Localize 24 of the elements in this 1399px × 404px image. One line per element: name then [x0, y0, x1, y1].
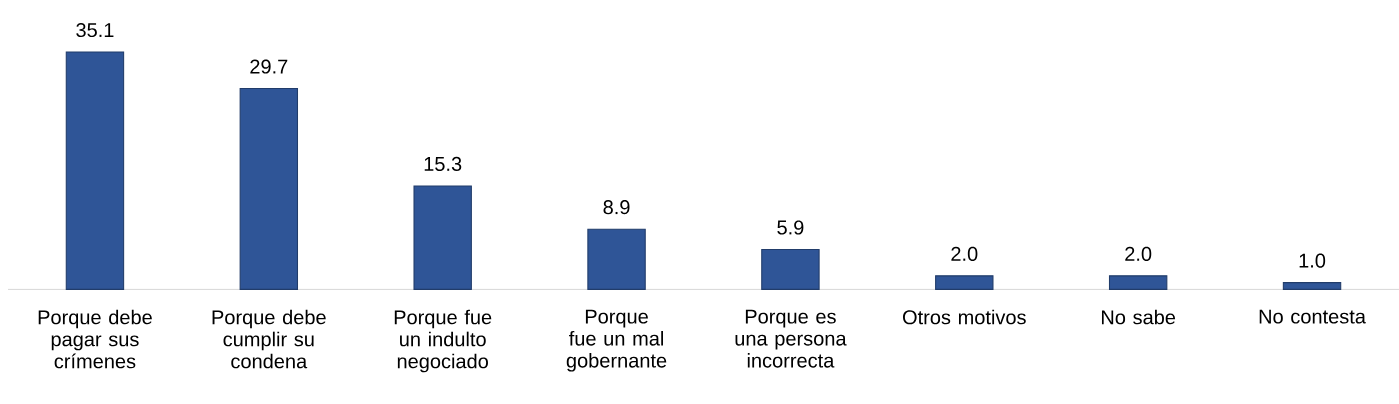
- x-tick-label: Porque debe pagar sus crímenes: [38, 309, 152, 369]
- x-tick-label: Porque debe cumplir su condena: [212, 309, 326, 369]
- x-tick-label: Porque es una persona incorrecta: [735, 309, 847, 368]
- bar: [413, 185, 472, 290]
- data-label: 2.0: [951, 246, 978, 261]
- x-tick-label: Otros motivos: [902, 309, 1026, 325]
- bar: [587, 228, 646, 290]
- x-tick-label: Porque fue un mal gobernante: [566, 309, 667, 372]
- x-tick-label: Porque fue un indulto negociado: [394, 309, 492, 373]
- bar: [935, 275, 994, 290]
- bar: [1108, 275, 1168, 290]
- bar: [1282, 282, 1342, 290]
- data-label: 35.1: [76, 22, 114, 38]
- data-label: 5.9: [777, 220, 804, 235]
- x-tick-label: No contesta: [1259, 309, 1366, 324]
- data-label: 1.0: [1299, 253, 1326, 268]
- data-label: 29.7: [250, 59, 288, 74]
- data-label: 8.9: [603, 200, 630, 215]
- data-label: 2.0: [1125, 246, 1152, 261]
- bar: [65, 51, 125, 290]
- bar: [761, 248, 820, 290]
- bar: [239, 87, 299, 290]
- data-label: 15.3: [424, 156, 462, 171]
- x-tick-label: No sabe: [1101, 309, 1176, 325]
